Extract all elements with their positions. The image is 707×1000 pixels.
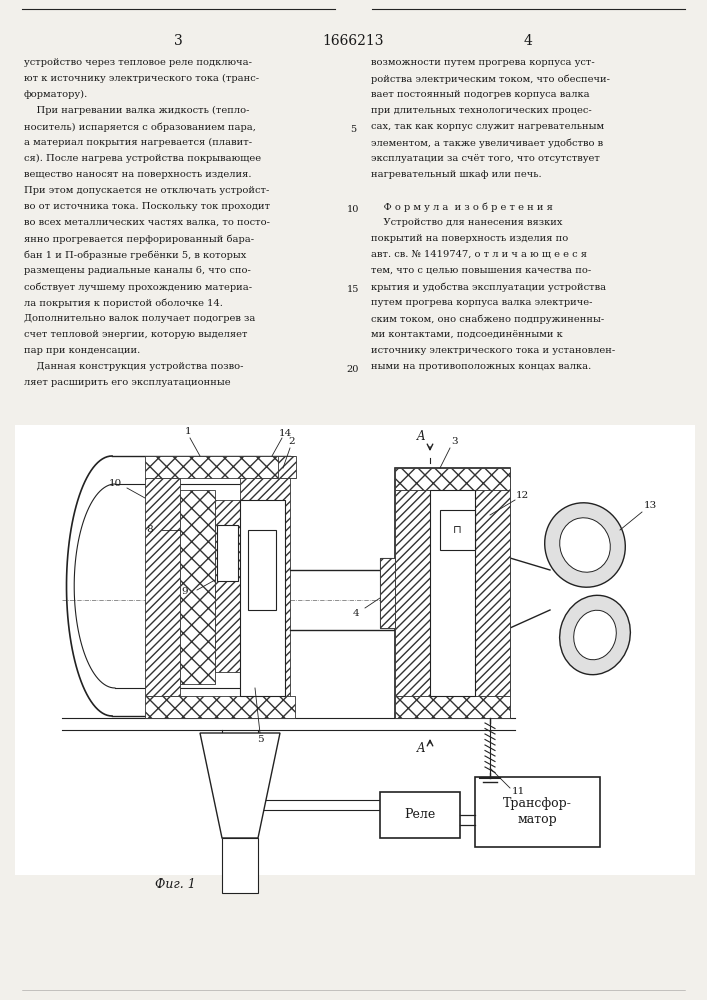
Text: матор: матор xyxy=(518,814,557,826)
Text: бан 1 и П-образные гребёнки 5, в которых: бан 1 и П-образные гребёнки 5, в которых xyxy=(24,250,246,259)
Bar xyxy=(180,490,215,684)
Text: 1666213: 1666213 xyxy=(322,34,384,48)
Bar xyxy=(395,468,510,490)
Text: возможности путем прогрева корпуса уст-: возможности путем прогрева корпуса уст- xyxy=(371,58,595,67)
Text: 13: 13 xyxy=(643,502,657,510)
Bar xyxy=(395,696,510,718)
Text: тем, что с целью повышения качества по-: тем, что с целью повышения качества по- xyxy=(371,266,591,275)
Ellipse shape xyxy=(573,610,617,660)
Text: ⊓: ⊓ xyxy=(453,525,462,535)
Text: устройство через тепловое реле подключа-: устройство через тепловое реле подключа- xyxy=(24,58,252,67)
Text: источнику электрического тока и установлен-: источнику электрического тока и установл… xyxy=(371,346,615,355)
Text: янно прогревается перфорированный бара-: янно прогревается перфорированный бара- xyxy=(24,234,254,243)
Text: вает постоянный подогрев корпуса валка: вает постоянный подогрев корпуса валка xyxy=(371,90,590,99)
Text: 15: 15 xyxy=(347,286,359,294)
Text: 20: 20 xyxy=(347,365,359,374)
Ellipse shape xyxy=(560,518,610,572)
Bar xyxy=(248,530,276,610)
Ellipse shape xyxy=(560,595,631,675)
Bar xyxy=(215,500,240,672)
Text: ским током, оно снабжено подпружиненны-: ским током, оно снабжено подпружиненны- xyxy=(371,314,604,324)
Text: ют к источнику электрического тока (транс-: ют к источнику электрического тока (тран… xyxy=(24,74,259,83)
Bar xyxy=(217,525,238,581)
Text: счет тепловой энергии, которую выделяет: счет тепловой энергии, которую выделяет xyxy=(24,330,247,339)
Text: эксплуатации за счёт того, что отсутствует: эксплуатации за счёт того, что отсутству… xyxy=(371,154,600,163)
Text: ляет расширить его эксплуатационные: ляет расширить его эксплуатационные xyxy=(24,378,230,387)
Bar xyxy=(380,558,395,628)
Bar xyxy=(145,696,295,718)
Text: Ф о р м у л а  и з о б р е т е н и я: Ф о р м у л а и з о б р е т е н и я xyxy=(371,202,553,212)
Text: вещество наносят на поверхность изделия.: вещество наносят на поверхность изделия. xyxy=(24,170,252,179)
Text: при длительных технологических процес-: при длительных технологических процес- xyxy=(371,106,592,115)
Text: ла покрытия к пористой оболочке 14.: ла покрытия к пористой оболочке 14. xyxy=(24,298,223,308)
Text: ными на противоположных концах валка.: ными на противоположных концах валка. xyxy=(371,362,591,371)
Text: 3: 3 xyxy=(452,438,458,446)
Text: Устройство для нанесения вязких: Устройство для нанесения вязких xyxy=(371,218,563,227)
Text: пар при конденсации.: пар при конденсации. xyxy=(24,346,140,355)
Text: A: A xyxy=(417,430,426,443)
Ellipse shape xyxy=(544,503,625,587)
Bar xyxy=(145,478,180,696)
Text: 1: 1 xyxy=(185,428,192,436)
Bar xyxy=(145,456,295,478)
Text: 4: 4 xyxy=(524,34,532,48)
Text: собствует лучшему прохождению материа-: собствует лучшему прохождению материа- xyxy=(24,282,252,292)
Bar xyxy=(380,558,395,628)
Text: ми контактами, подсоединёнными к: ми контактами, подсоединёнными к xyxy=(371,330,563,339)
Text: сах, так как корпус служит нагревательным: сах, так как корпус служит нагревательны… xyxy=(371,122,604,131)
Text: а материал покрытия нагревается (плавит-: а материал покрытия нагревается (плавит- xyxy=(24,138,252,147)
Bar xyxy=(15,425,695,875)
Text: размещены радиальные каналы 6, что спо-: размещены радиальные каналы 6, что спо- xyxy=(24,266,251,275)
Text: Дополнительно валок получает подогрев за: Дополнительно валок получает подогрев за xyxy=(24,314,255,323)
Text: A: A xyxy=(417,742,426,755)
Text: элементом, а также увеличивает удобство в: элементом, а также увеличивает удобство … xyxy=(371,138,603,147)
Text: форматору).: форматору). xyxy=(24,90,88,99)
Text: путем прогрева корпуса валка электриче-: путем прогрева корпуса валка электриче- xyxy=(371,298,592,307)
Bar xyxy=(395,468,510,718)
Text: 11: 11 xyxy=(511,788,525,796)
Text: 2: 2 xyxy=(288,438,296,446)
Bar xyxy=(440,510,475,550)
Text: Фиг. 1: Фиг. 1 xyxy=(155,878,196,891)
Bar xyxy=(475,490,510,696)
Text: во всех металлических частях валка, то посто-: во всех металлических частях валка, то п… xyxy=(24,218,270,227)
Text: 8: 8 xyxy=(146,526,153,534)
Text: ся). После нагрева устройства покрывающее: ся). После нагрева устройства покрывающе… xyxy=(24,154,261,163)
Text: При этом допускается не отключать устройст-: При этом допускается не отключать устрой… xyxy=(24,186,269,195)
Bar xyxy=(380,792,460,838)
Text: во от источника тока. Поскольку ток проходит: во от источника тока. Поскольку ток прох… xyxy=(24,202,270,211)
Text: 10: 10 xyxy=(347,206,359,215)
Bar xyxy=(240,478,290,718)
Bar xyxy=(430,490,475,696)
Text: Реле: Реле xyxy=(404,808,436,822)
Text: нагревательный шкаф или печь.: нагревательный шкаф или печь. xyxy=(371,170,542,179)
Text: ройства электрическим током, что обеспечи-: ройства электрическим током, что обеспеч… xyxy=(371,74,610,84)
Bar xyxy=(475,777,600,847)
Text: При нагревании валка жидкость (тепло-: При нагревании валка жидкость (тепло- xyxy=(24,106,250,115)
Text: носитель) испаряется с образованием пара,: носитель) испаряется с образованием пара… xyxy=(24,122,256,131)
Bar xyxy=(222,838,258,893)
Text: покрытий на поверхность изделия по: покрытий на поверхность изделия по xyxy=(371,234,568,243)
Text: 5: 5 xyxy=(257,736,263,744)
Text: Трансфор-: Трансфор- xyxy=(503,798,572,810)
Polygon shape xyxy=(200,733,280,838)
Text: 14: 14 xyxy=(279,430,291,438)
Text: 4: 4 xyxy=(353,608,359,617)
Text: 12: 12 xyxy=(515,491,529,500)
Text: 9: 9 xyxy=(182,587,188,596)
Text: Данная конструкция устройства позво-: Данная конструкция устройства позво- xyxy=(24,362,243,371)
Text: 5: 5 xyxy=(350,125,356,134)
Bar xyxy=(278,456,296,478)
Bar xyxy=(240,500,285,696)
Text: крытия и удобства эксплуатации устройства: крытия и удобства эксплуатации устройств… xyxy=(371,282,606,292)
Bar xyxy=(395,490,430,696)
Text: 3: 3 xyxy=(174,34,182,48)
Text: авт. св. № 1419747, о т л и ч а ю щ е е с я: авт. св. № 1419747, о т л и ч а ю щ е е … xyxy=(371,250,587,259)
Text: 10: 10 xyxy=(108,479,122,488)
